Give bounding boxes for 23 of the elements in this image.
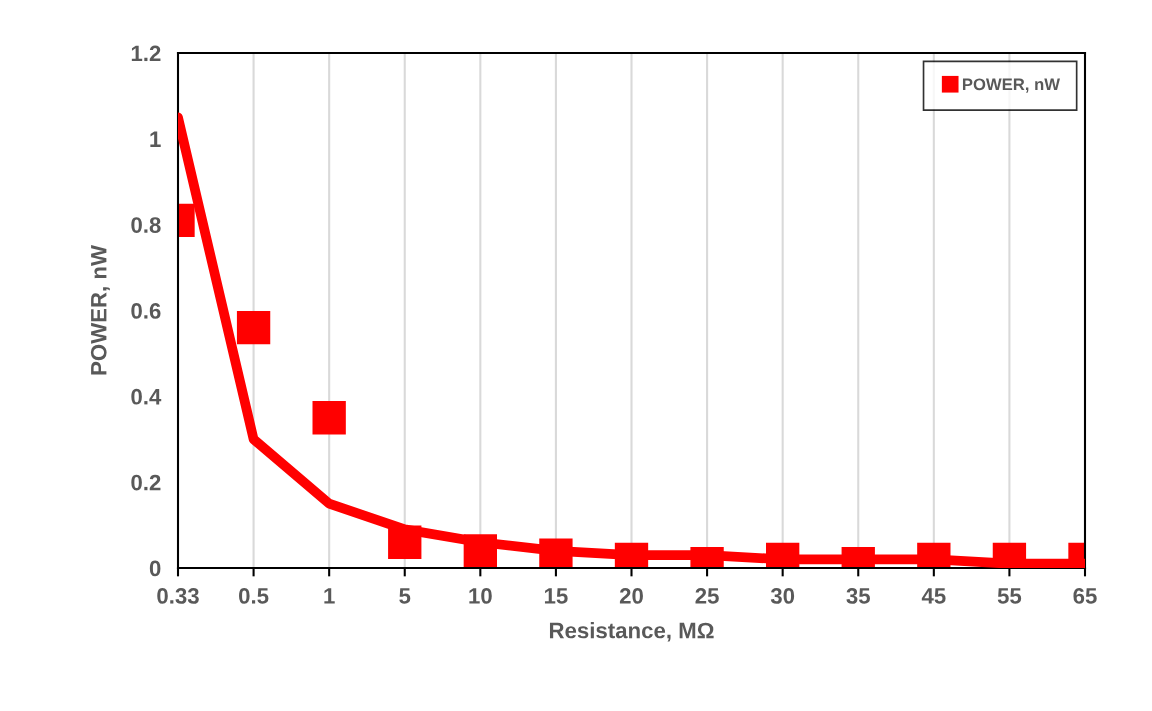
x-tick-label: 65 bbox=[1073, 588, 1097, 604]
y-tick-label: 0.2 bbox=[131, 474, 161, 491]
x-tick-label: 0.33 bbox=[157, 588, 199, 604]
y-axis-title: POWER, nW bbox=[90, 245, 110, 375]
y-tick-label: 0 bbox=[149, 560, 161, 577]
x-tick-label: 0.5 bbox=[239, 588, 269, 604]
y-tick-label: 0.6 bbox=[131, 303, 161, 319]
x-tick-label: 45 bbox=[921, 588, 946, 604]
y-tick-label: 0.4 bbox=[131, 388, 162, 405]
x-tick-label: 25 bbox=[695, 588, 719, 604]
y-tick-label: 1 bbox=[150, 131, 161, 147]
x-tick-label: 1 bbox=[324, 588, 335, 604]
x-tick-label: 15 bbox=[544, 588, 568, 604]
x-tick-label: 35 bbox=[846, 588, 870, 604]
x-tick-label: 20 bbox=[619, 588, 643, 604]
y-tick-label: 1.2 bbox=[131, 45, 161, 62]
y-tick-label: 0.8 bbox=[131, 217, 161, 233]
legend-label: POWER, nW bbox=[962, 78, 1060, 93]
x-axis-title: Resistance, MΩ bbox=[549, 622, 714, 642]
x-tick-label: 55 bbox=[997, 588, 1022, 604]
x-tick-label: 10 bbox=[469, 588, 492, 604]
x-tick-label: 5 bbox=[399, 588, 411, 604]
x-tick-label: 30 bbox=[770, 588, 795, 604]
